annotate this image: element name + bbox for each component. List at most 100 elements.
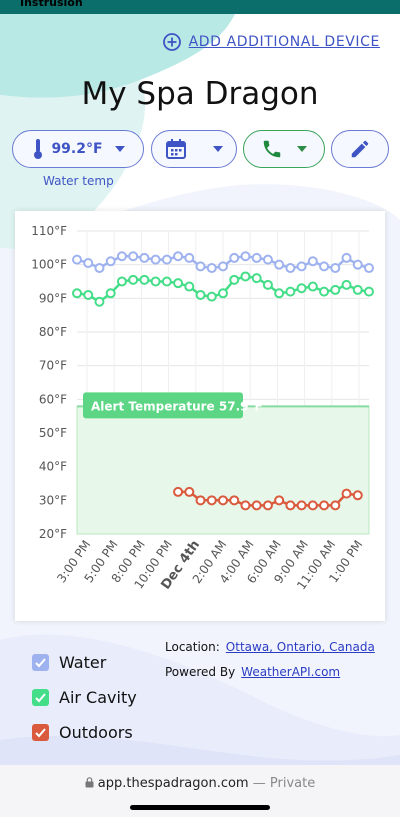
location-link[interactable]: Ottawa, Ontario, Canada (225, 640, 375, 654)
data-point (262, 254, 273, 265)
data-point (307, 500, 318, 511)
data-point (285, 263, 296, 274)
checkbox-checked-icon[interactable] (32, 724, 49, 741)
data-point (364, 263, 374, 274)
data-point (195, 261, 206, 272)
y-tick-label: 20°F (39, 527, 67, 541)
temperature-chart-card: 110°F 100°F 90°F 80°F 70°F 60°F 50°F 40°F 30°F 20… (15, 211, 385, 621)
checkbox-checked-icon[interactable] (32, 689, 49, 706)
add-device-link[interactable]: ADD ADDITIONAL DEVICE (162, 33, 380, 51)
weatherapi-link[interactable]: WeatherAPI.com (241, 665, 341, 679)
data-point (319, 286, 330, 297)
data-point (116, 251, 127, 262)
data-point (218, 495, 228, 506)
home-indicator (130, 805, 270, 810)
data-point (341, 488, 352, 499)
data-point (251, 500, 262, 511)
y-tick-label: 100°F (31, 258, 67, 272)
data-point (139, 252, 150, 263)
y-tick-label: 30°F (39, 493, 67, 507)
data-point (206, 263, 217, 274)
data-point (262, 279, 273, 290)
data-point (307, 256, 318, 267)
temperature-value: 99.2°F (51, 141, 103, 157)
data-point (173, 251, 184, 262)
data-point (229, 252, 240, 263)
chevron-down-icon (297, 146, 307, 152)
data-point (262, 500, 273, 511)
data-point (83, 289, 94, 300)
y-tick-label: 60°F (39, 392, 67, 406)
edit-button[interactable] (331, 130, 389, 168)
phone-dropdown[interactable] (243, 130, 325, 168)
chart-legend: Water Air Cavity Outdoors (32, 645, 137, 750)
powered-by-label: Powered By (165, 665, 236, 679)
data-point (72, 254, 82, 265)
data-point (206, 291, 217, 302)
legend-label-water: Water (59, 653, 107, 672)
y-tick-label: 80°F (39, 325, 67, 339)
data-point (128, 251, 139, 262)
data-point (139, 274, 150, 285)
data-point (206, 495, 217, 506)
location-label: Location: (165, 640, 220, 654)
data-point (94, 296, 105, 307)
legend-item-air-cavity[interactable]: Air Cavity (32, 680, 137, 715)
data-point (229, 274, 240, 285)
data-point (352, 490, 363, 501)
data-point (161, 254, 172, 265)
data-point (229, 495, 240, 506)
data-point (94, 263, 105, 274)
data-point (296, 283, 307, 294)
data-point (274, 288, 285, 299)
weather-info: Location: Ottawa, Ontario, Canada Powered… (165, 640, 375, 690)
top-banner: Instrusion (0, 0, 400, 14)
y-tick-label: 90°F (39, 291, 67, 305)
data-point (184, 486, 195, 497)
chevron-down-icon (213, 146, 223, 152)
chevron-down-icon (114, 146, 125, 152)
data-point (274, 495, 285, 506)
data-point (184, 281, 195, 292)
checkbox-checked-icon[interactable] (32, 654, 49, 671)
url-display[interactable]: app.thespadragon.com — Private (0, 776, 400, 791)
data-point (184, 252, 195, 263)
y-tick-label: 50°F (39, 426, 67, 440)
private-label: — Private (252, 776, 316, 791)
data-point (150, 254, 161, 265)
data-point (330, 284, 341, 295)
data-point (319, 261, 330, 272)
pencil-icon (351, 140, 369, 158)
data-point (341, 252, 352, 263)
legend-item-water[interactable]: Water (32, 645, 137, 680)
data-point (105, 256, 116, 267)
browser-url-bar[interactable]: app.thespadragon.com — Private (0, 765, 400, 817)
data-point (128, 274, 139, 285)
data-point (341, 279, 352, 290)
location-row: Location: Ottawa, Ontario, Canada (165, 640, 375, 665)
data-point (330, 263, 341, 274)
data-point (173, 486, 184, 497)
alert-label-box (83, 392, 243, 419)
legend-item-outdoors[interactable]: Outdoors (32, 715, 137, 750)
data-point (330, 500, 341, 511)
data-point (195, 289, 206, 300)
data-point (307, 281, 318, 292)
temperature-dropdown[interactable]: 99.2°F (12, 130, 144, 168)
data-point (285, 500, 296, 511)
y-tick-label: 40°F (39, 460, 67, 474)
data-point (173, 278, 184, 289)
water-temp-caption: Water temp (43, 174, 114, 188)
data-point (116, 276, 127, 287)
banner-text: Instrusion (20, 0, 83, 9)
data-point (296, 261, 307, 272)
date-dropdown[interactable] (151, 130, 237, 168)
data-point (218, 288, 228, 299)
alert-zone (76, 405, 370, 535)
data-point (83, 257, 94, 268)
data-point (285, 286, 296, 297)
url-text: app.thespadragon.com (97, 776, 249, 791)
thermometer-icon (34, 139, 43, 159)
data-point (274, 259, 285, 270)
y-tick-label: 110°F (31, 224, 67, 238)
